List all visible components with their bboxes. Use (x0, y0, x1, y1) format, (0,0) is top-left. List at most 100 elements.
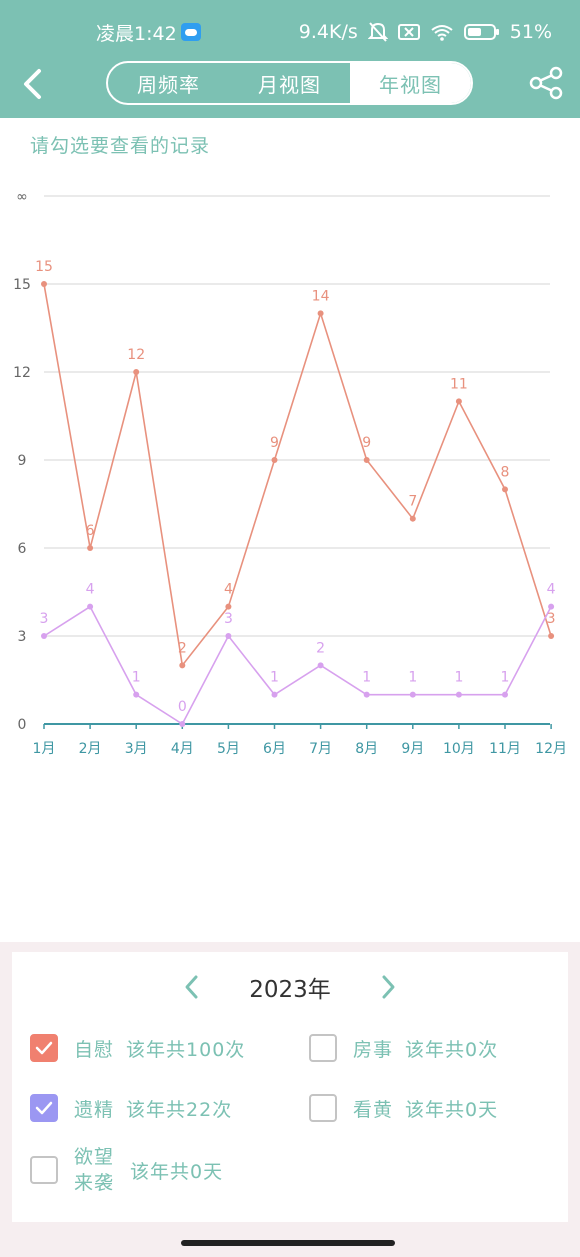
data-label: 1 (454, 670, 463, 686)
series-line-2 (43, 605, 552, 726)
data-point (225, 633, 232, 640)
data-label: 7 (408, 494, 417, 510)
data-label: 1 (501, 670, 510, 686)
checkmark-icon (35, 1101, 53, 1115)
data-label: 1 (408, 670, 417, 686)
data-point (363, 691, 370, 698)
next-year-button[interactable] (374, 972, 402, 1002)
data-label: 3 (547, 611, 556, 627)
data-label: 0 (178, 699, 187, 715)
data-label: 3 (224, 611, 233, 627)
sim-x-icon (397, 24, 420, 40)
option-masturbation[interactable]: 自慰 该年共100次 (30, 1034, 245, 1062)
data-label: 4 (224, 582, 233, 598)
option-name: 房事 (353, 1038, 394, 1061)
chevron-left-icon (185, 975, 198, 999)
chevron-right-icon (382, 975, 395, 999)
data-label: 2 (316, 640, 325, 656)
y-tick-label: 0 (18, 717, 27, 733)
checkmark-icon (35, 1041, 53, 1055)
option-name-line2: 来袭 (74, 1172, 115, 1194)
x-tick-label: 9月 (401, 741, 424, 757)
option-count: 该年共100次 (126, 1038, 246, 1061)
option-desire[interactable]: 欲望 来袭 该年共0天 (30, 1144, 223, 1196)
x-tick-label: 4月 (171, 741, 194, 757)
bell-muted-icon (367, 22, 388, 42)
data-point (87, 545, 94, 552)
data-label: 14 (312, 288, 330, 304)
data-point (317, 662, 324, 669)
data-point (502, 691, 508, 698)
data-point (179, 721, 186, 727)
data-label: 11 (450, 376, 468, 392)
checkbox-desire[interactable] (30, 1156, 58, 1184)
data-label: 12 (127, 347, 145, 363)
filter-card (12, 952, 568, 1222)
data-point (41, 633, 47, 640)
share-icon[interactable] (528, 66, 564, 100)
option-name: 遗精 (74, 1098, 115, 1121)
y-tick-label: 6 (18, 541, 27, 557)
tab-year-view[interactable]: 年视图 (350, 63, 471, 103)
data-label: 6 (86, 523, 95, 539)
back-arrow-icon (24, 69, 41, 99)
x-tick-label: 12月 (535, 741, 567, 757)
data-label: 4 (86, 582, 95, 598)
data-label: 9 (270, 435, 279, 451)
series-line-1 (43, 283, 552, 668)
data-point (271, 457, 278, 464)
data-label: 1 (132, 670, 141, 686)
y-tick-label: 3 (18, 629, 27, 645)
option-count: 该年共0天 (405, 1098, 499, 1121)
x-tick-label: 8月 (355, 741, 378, 757)
option-name-line1: 欲望 (74, 1146, 115, 1168)
status-time: 凌晨1:42 (96, 22, 177, 45)
option-count: 该年共0天 (130, 1160, 224, 1183)
option-count: 该年共22次 (126, 1098, 233, 1121)
option-name: 看黄 (353, 1098, 394, 1121)
y-tick-label: ∞ (16, 189, 28, 205)
hint-text: 请勾选要查看的记录 (30, 135, 211, 157)
data-label: 8 (501, 464, 510, 480)
option-nocturnal-emission[interactable]: 遗精 该年共22次 (30, 1094, 232, 1122)
status-bar-left: 凌晨1:42 (96, 18, 201, 46)
tab-month-view[interactable]: 月视图 (258, 72, 321, 97)
x-tick-label: 10月 (443, 741, 475, 757)
checkbox-intercourse[interactable] (309, 1034, 337, 1062)
data-point (363, 457, 370, 464)
data-point (179, 662, 186, 669)
previous-year-button[interactable] (178, 972, 206, 1002)
data-point (409, 691, 416, 698)
data-label: 1 (270, 670, 279, 686)
year-label: 2023年 (249, 977, 331, 1003)
top-bar (0, 0, 580, 118)
data-point (225, 603, 232, 610)
chart-gridlines (44, 195, 550, 637)
data-point (317, 310, 324, 317)
status-bar-right: 9.4K/s 51% (299, 18, 552, 46)
data-label: 15 (35, 259, 53, 275)
x-tick-label: 3月 (125, 741, 148, 757)
y-tick-label: 12 (13, 365, 31, 381)
option-count: 该年共0次 (405, 1038, 499, 1061)
status-net-speed: 9.4K/s (298, 21, 358, 43)
y-tick-label: 15 (13, 277, 31, 293)
checkbox-porn[interactable] (309, 1094, 337, 1122)
data-label: 2 (178, 640, 187, 656)
data-point (548, 633, 555, 640)
tab-weekly-frequency[interactable]: 周频率 (137, 72, 200, 97)
checkbox-masturbation[interactable] (30, 1034, 58, 1062)
data-point (41, 281, 47, 288)
x-tick-label: 1月 (33, 741, 56, 757)
data-point (502, 486, 508, 493)
option-intercourse[interactable]: 房事 该年共0次 (309, 1034, 498, 1062)
option-name: 自慰 (74, 1038, 115, 1061)
status-battery-percent: 51% (509, 21, 552, 43)
back-button[interactable] (14, 64, 50, 104)
data-point (455, 691, 462, 698)
checkbox-nocturnal-emission[interactable] (30, 1094, 58, 1122)
option-porn[interactable]: 看黄 该年共0天 (309, 1094, 498, 1122)
